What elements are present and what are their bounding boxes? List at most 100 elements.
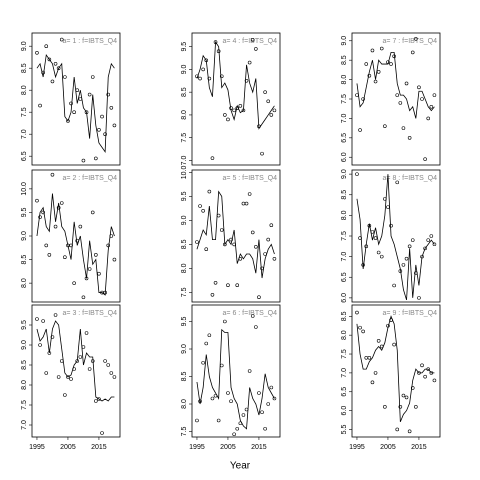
point [50,172,55,177]
point [204,247,209,251]
point [72,281,76,285]
x-tick-label: 2015 [91,444,107,451]
point [109,106,114,110]
point [407,244,412,249]
point [244,201,249,206]
point [94,156,98,161]
point [367,73,372,78]
point [66,375,70,379]
point [401,263,406,267]
point [112,123,117,128]
point [81,345,86,349]
y-tick-label: 8.5 [341,311,348,321]
point [106,92,111,97]
point [56,375,61,379]
point [432,93,437,97]
point [364,62,369,66]
point [355,310,359,315]
point [97,271,101,276]
fit-line [196,40,275,130]
point [254,245,258,249]
point [373,371,378,375]
panel-title: a= 2 : f=IBTS_Q4 [63,175,118,182]
point [241,413,246,417]
point [226,283,230,288]
x-tick-label: 2015 [411,444,427,451]
panel-title: a= 6 : f=IBTS_Q4 [223,310,278,317]
point [404,395,409,400]
point [207,333,212,338]
point [389,223,393,228]
panel-frame [351,304,441,438]
point [247,369,252,373]
point [269,385,274,390]
y-tick-label: 8.0 [181,110,188,120]
point [398,101,403,105]
point [254,47,258,51]
y-tick-label: 8.5 [341,55,348,65]
panel-title: a= 1 : f=IBTS_Q4 [63,38,118,45]
point [269,223,274,227]
point [407,136,412,140]
point [235,283,240,288]
y-tick-label: 9.5 [21,207,28,217]
point [247,192,252,196]
point [355,172,359,176]
point [84,331,89,335]
point [53,224,58,229]
point [38,103,42,108]
point [210,396,215,401]
point [223,319,227,324]
point [72,110,76,114]
panel-frame [191,169,281,303]
panel-title: a= 8 : f=IBTS_Q4 [383,175,438,182]
point [103,132,107,136]
point [386,205,390,209]
point [50,335,55,339]
x-tick-label: 2005 [380,444,396,451]
point [198,204,202,208]
y-tick-label: 5.5 [341,424,348,434]
y-tick-label: 8.5 [21,63,28,73]
y-tick-label: 6.5 [341,387,348,397]
y-tick-label: 8.0 [181,399,188,409]
point [38,343,42,347]
point [417,85,421,90]
point [112,375,117,379]
point [201,67,205,72]
point [106,243,111,248]
point [370,48,375,53]
y-tick-label: 7.5 [341,94,348,104]
point [401,393,406,398]
point [269,113,274,117]
point [204,341,209,346]
y-tick-label: 8.5 [181,239,188,249]
point [87,267,92,271]
point [383,124,387,128]
point [219,363,224,368]
y-tick-label: 7.0 [341,252,348,262]
y-tick-label: 7.5 [181,427,188,437]
point [56,66,61,70]
y-tick-label: 6.5 [341,272,348,282]
point [210,292,215,297]
point [100,431,104,435]
point [44,243,49,248]
fit-line [356,52,435,119]
point [216,213,221,218]
point [87,92,92,97]
point [423,157,427,161]
fit-line [356,315,435,423]
point [97,128,101,132]
point [417,296,421,300]
y-tick-label: 10.0 [21,182,28,196]
point [94,399,98,403]
panel-title: a= 4 : f=IBTS_Q4 [223,38,278,45]
point [257,391,261,395]
point [103,359,107,363]
y-tick-label: 6.0 [341,406,348,416]
y-tick-label: 7.0 [181,155,188,165]
panel-title: a= 7 : f=IBTS_Q4 [383,38,438,45]
x-axis-label: Year [230,461,251,472]
point [216,418,221,423]
